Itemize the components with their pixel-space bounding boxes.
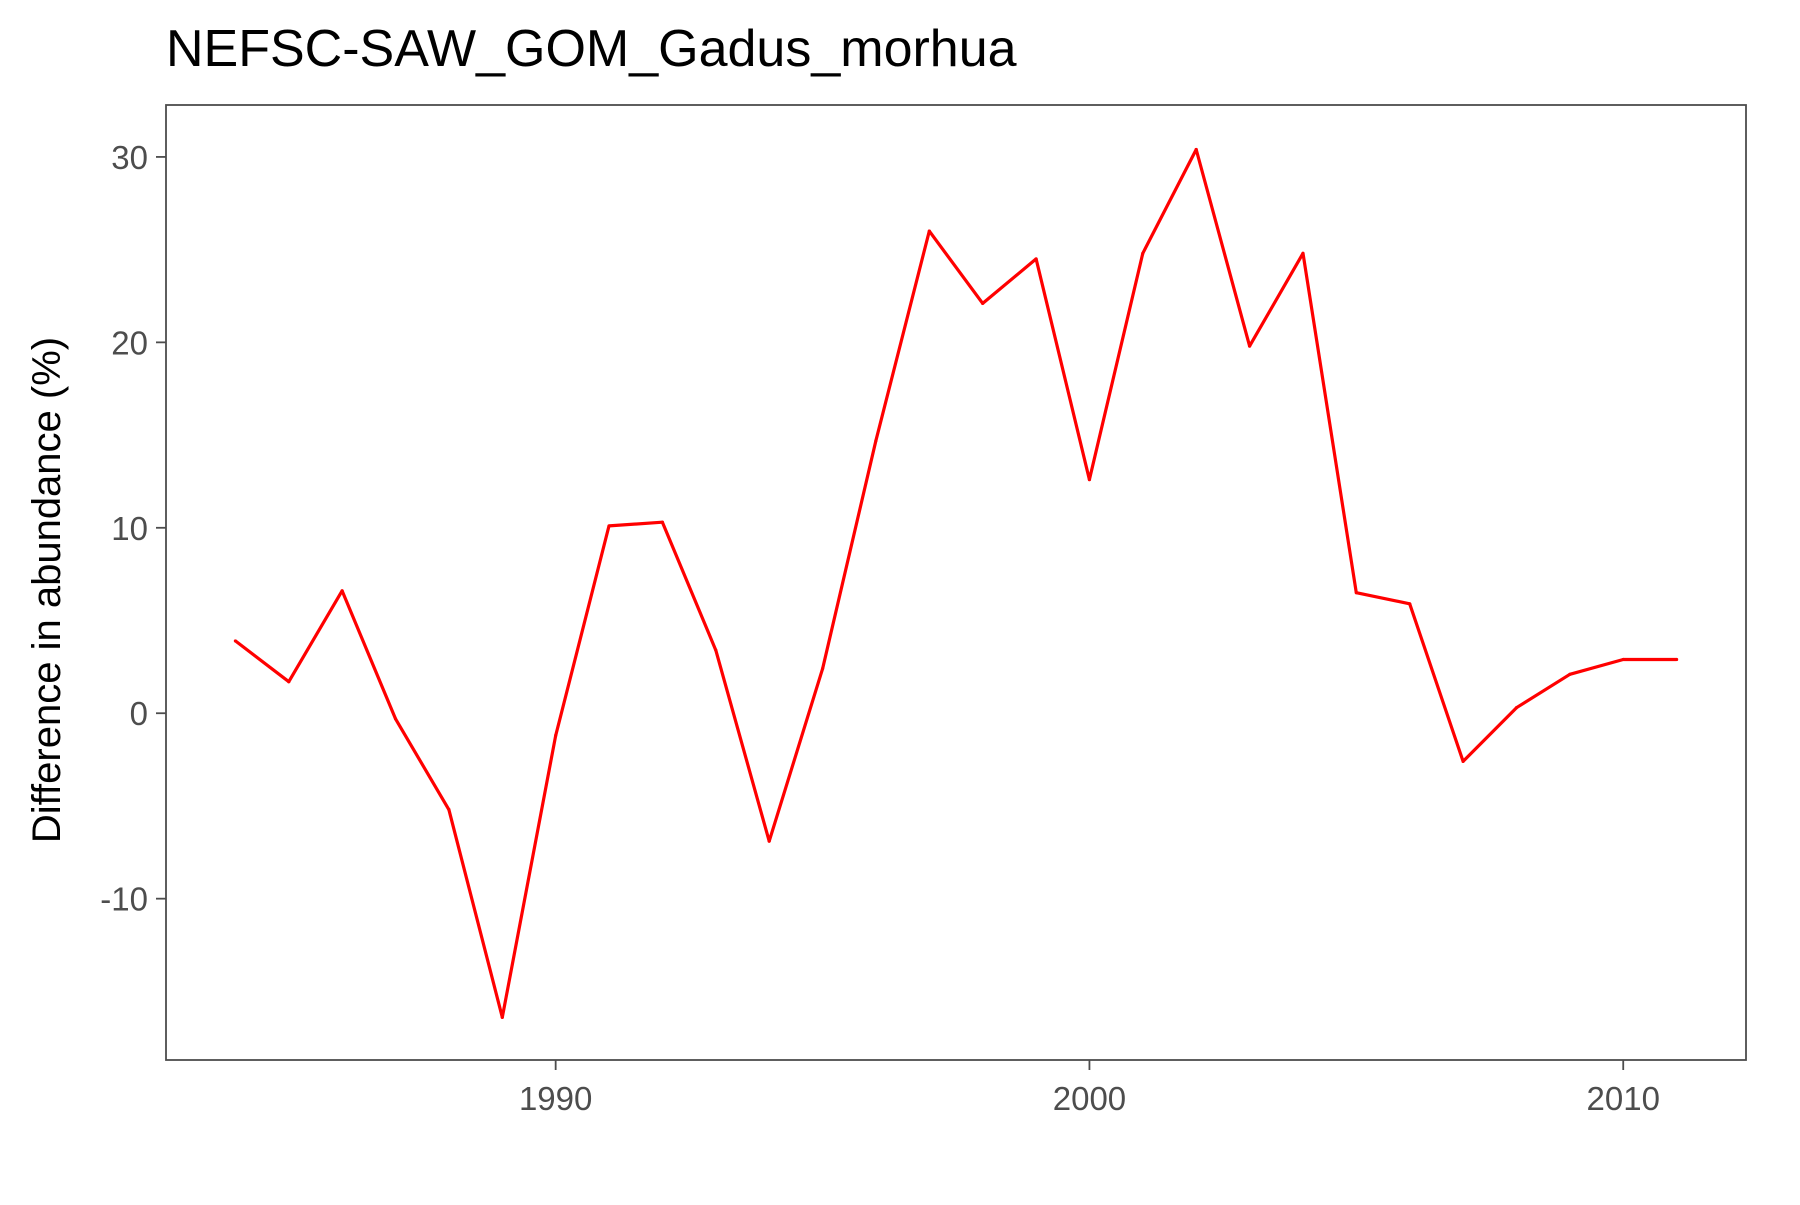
data-point bbox=[660, 520, 665, 524]
y-tick-label: 30 bbox=[111, 139, 148, 176]
x-tick-label: 1990 bbox=[519, 1080, 592, 1117]
data-point bbox=[981, 301, 985, 306]
y-tick-label: 0 bbox=[130, 695, 148, 732]
data-point bbox=[1675, 657, 1679, 662]
y-axis-title: Difference in abundance (%) bbox=[25, 337, 69, 843]
axis-ticks: -10 0 10 20 30 1990 2000 2010 bbox=[100, 139, 1660, 1117]
data-point bbox=[1514, 706, 1519, 710]
data-point bbox=[233, 639, 237, 643]
data-point bbox=[874, 439, 878, 443]
data-point bbox=[1568, 672, 1572, 676]
y-tick-label: 10 bbox=[111, 510, 148, 547]
x-tick-label: 2010 bbox=[1587, 1080, 1660, 1117]
chart-title: NEFSC-SAW_GOM_Gadus_morhua bbox=[166, 20, 1017, 78]
plot-panel bbox=[165, 104, 1747, 1061]
data-point bbox=[927, 229, 931, 233]
data-point bbox=[1408, 602, 1412, 606]
data-point bbox=[1461, 759, 1465, 764]
data-point bbox=[1354, 591, 1358, 595]
data-point bbox=[1034, 257, 1038, 261]
series-layer bbox=[233, 147, 1679, 1019]
data-point bbox=[1621, 657, 1625, 662]
y-tick-label: -10 bbox=[100, 881, 148, 918]
data-point bbox=[393, 717, 398, 721]
data-point bbox=[1194, 147, 1198, 152]
data-point bbox=[607, 524, 611, 528]
data-point bbox=[287, 680, 291, 684]
data-point bbox=[1247, 344, 1252, 348]
series-line bbox=[234, 147, 1677, 1019]
y-tick-label: 20 bbox=[111, 324, 148, 361]
data-point bbox=[767, 839, 771, 843]
data-point bbox=[714, 648, 718, 652]
data-point bbox=[500, 1015, 504, 1019]
data-point bbox=[1141, 251, 1145, 255]
data-point bbox=[1301, 251, 1305, 255]
data-point bbox=[820, 667, 825, 671]
data-point bbox=[1087, 477, 1092, 482]
data-point bbox=[554, 733, 558, 738]
x-tick-label: 2000 bbox=[1053, 1080, 1126, 1117]
data-point bbox=[340, 589, 344, 593]
data-point bbox=[447, 808, 451, 812]
